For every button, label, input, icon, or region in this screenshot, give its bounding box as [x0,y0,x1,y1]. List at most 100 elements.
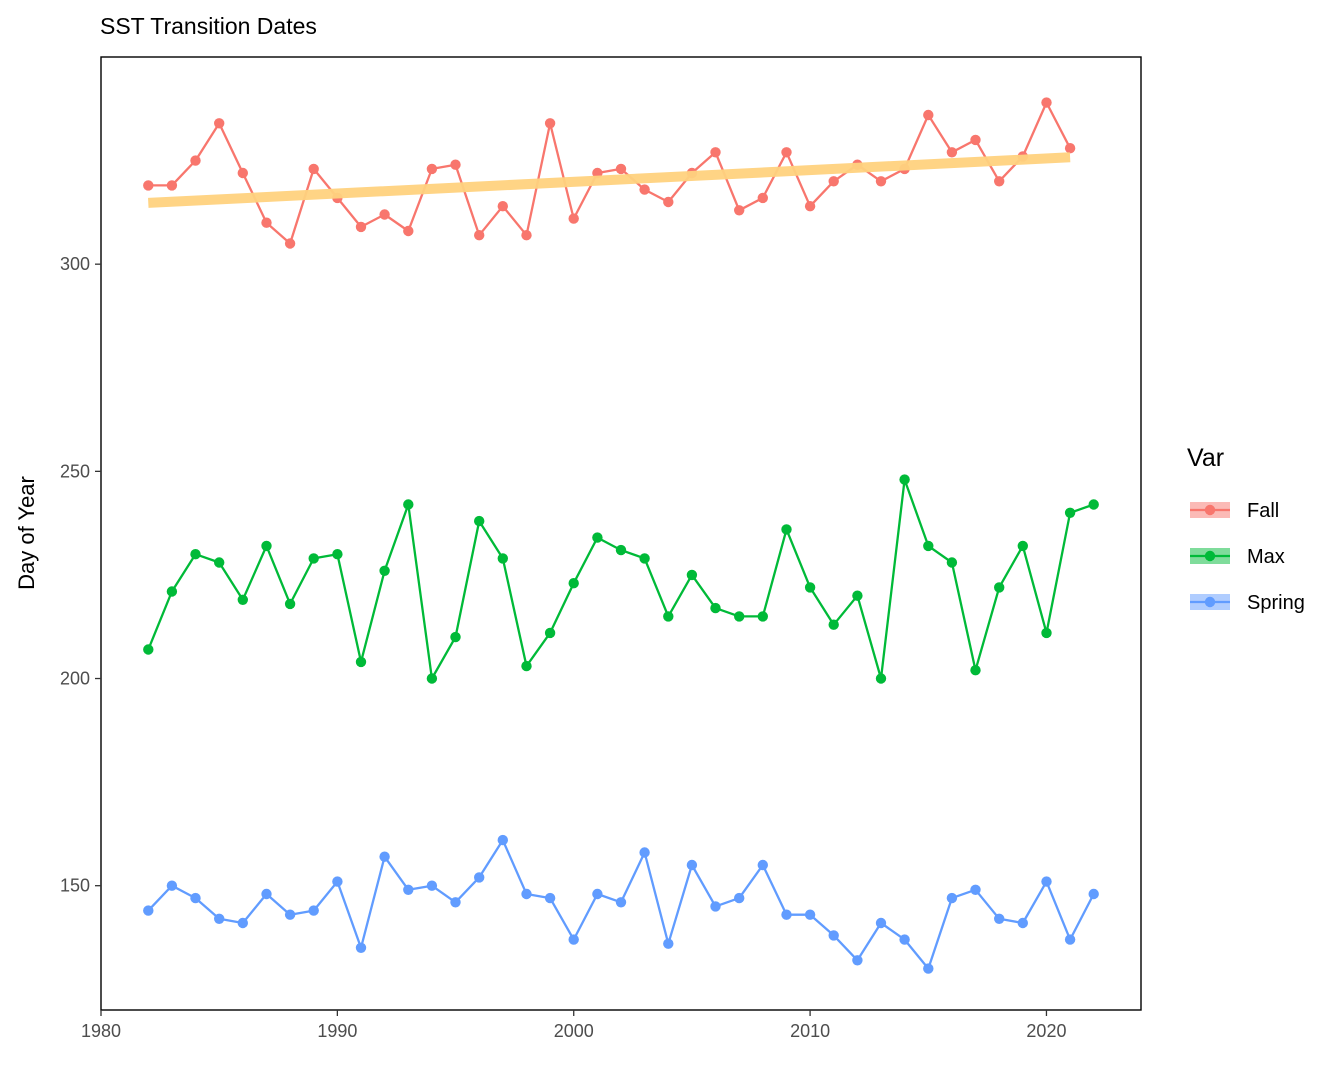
data-point-fall [781,147,792,158]
data-point-max [379,565,390,576]
x-tick-label: 2020 [1026,1021,1066,1041]
data-point-max [332,549,343,560]
data-point-spring [615,897,627,908]
data-point-max [663,611,674,622]
legend-point-fall [1204,504,1216,516]
legend-title: Var [1187,444,1224,472]
data-point-spring [994,913,1005,924]
trend-line-fall [148,152,1071,208]
data-point-max [166,586,178,597]
series-line-fall [148,101,1072,245]
data-point-max [994,582,1005,593]
data-point-max [757,611,768,622]
data-point-spring [1064,934,1076,945]
data-point-fall [615,163,627,175]
data-point-spring [284,909,296,920]
data-point-fall [284,238,296,249]
data-point-max [497,553,508,564]
data-point-max [852,590,863,601]
data-point-spring [710,901,721,912]
data-point-fall [923,109,934,121]
data-point-fall [521,230,532,241]
data-point-max [710,602,721,614]
data-point-spring [946,892,958,904]
data-point-spring [757,859,768,871]
data-point-fall [568,213,579,224]
y-axis-title: Day of Year [14,476,39,590]
data-point-spring [332,876,343,887]
data-point-max [615,544,627,556]
data-point-max [828,619,839,630]
data-point-max [946,557,958,568]
y-axis: 150 200 250 300 [60,254,101,896]
data-point-max [1017,540,1028,552]
data-point-fall [946,147,958,158]
data-point-max [450,631,461,643]
legend: Var Fall Max Spring [1187,444,1305,614]
x-tick-label: 1980 [81,1021,121,1041]
y-tick-label: 150 [60,876,90,896]
legend-point-max [1204,550,1216,562]
data-point-max [237,594,248,605]
data-point-max [190,549,201,560]
x-tick-label: 2010 [790,1021,830,1041]
data-point-spring [804,909,816,920]
data-point-fall [710,147,721,158]
data-point-max [426,673,438,684]
series-line-max [147,478,1095,680]
data-point-spring [214,913,225,924]
data-point-fall [639,184,650,195]
data-point-spring [355,942,367,953]
data-point-max [970,665,981,676]
data-point-fall [308,163,319,175]
data-point-spring [852,955,863,966]
data-point-fall [663,196,674,208]
data-point-max [686,569,698,581]
data-point-spring [237,917,248,929]
panel-border [100,56,1142,1011]
y-tick-label: 300 [60,254,90,274]
data-point-max [355,656,367,668]
data-point-max [804,582,816,593]
data-point-spring [403,884,414,895]
data-point-fall [757,192,768,204]
data-point-spring [1041,876,1052,887]
data-point-spring [308,905,319,916]
legend-point-spring [1204,596,1216,608]
data-point-spring [923,963,934,974]
data-point-spring [1017,917,1028,929]
data-point-max [923,540,934,552]
data-point-spring [379,851,390,862]
data-point-fall [450,159,461,170]
data-point-fall [237,167,248,179]
data-point-max [734,611,745,622]
data-point-max [261,540,272,552]
data-point-spring [474,872,485,883]
data-point-spring [639,847,650,858]
data-point-max [875,673,887,684]
data-point-max [544,627,556,639]
data-point-fall [970,134,981,146]
data-point-fall [875,176,887,187]
data-point-spring [544,892,556,904]
data-point-fall [403,225,414,237]
data-point-spring [426,880,438,891]
data-point-spring [828,930,839,941]
data-point-fall [804,201,816,212]
data-point-max [403,499,414,510]
data-point-fall [1041,97,1052,108]
data-point-spring [166,880,178,891]
data-point-spring [781,909,792,920]
x-tick-label: 1990 [317,1021,357,1041]
legend-label-max: Max [1247,546,1285,568]
data-point-spring [521,888,532,900]
data-point-fall [426,163,438,175]
data-point-spring [592,888,603,900]
data-point-max [899,474,910,485]
chart-title: SST Transition Dates [100,13,317,39]
data-point-max [1064,507,1076,518]
data-point-fall [261,217,272,228]
data-point-fall [734,205,745,216]
data-point-fall [474,230,485,241]
